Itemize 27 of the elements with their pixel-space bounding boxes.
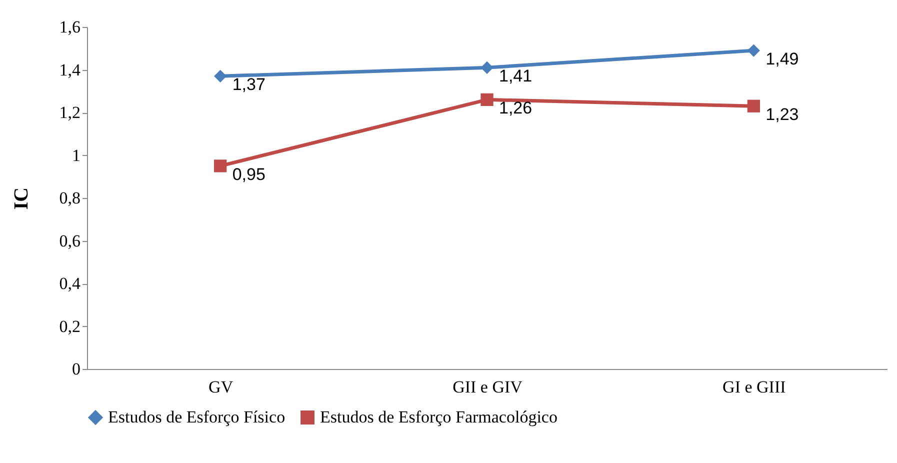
y-tick-label: 1,2 [59, 103, 80, 122]
point [214, 70, 227, 82]
data-label: 0,95 [232, 164, 266, 184]
y-axis-title: IC [10, 187, 32, 210]
y-tick-label: 0,8 [59, 188, 80, 208]
data-label: 1,49 [766, 50, 799, 69]
data-label: 1,37 [232, 75, 266, 94]
point [214, 160, 227, 172]
x-tick-label: GII e GIV [452, 378, 524, 396]
data-label: 1,26 [499, 98, 532, 118]
x-tick-label: GI e GIII [722, 378, 786, 396]
y-tick-label: 0,4 [59, 274, 81, 293]
y-tick-label: 1 [72, 146, 80, 165]
y-tick-label: 0,6 [59, 231, 80, 250]
y-tick-label: 1,6 [59, 18, 80, 36]
x-tick-label: GV [208, 378, 234, 396]
legend-label: Estudos de Esforço Farmacológico [320, 408, 558, 427]
y-tick-label: 0 [72, 360, 80, 378]
legend-label: Estudos de Esforço Físico [108, 408, 286, 427]
point [480, 61, 494, 74]
point [747, 100, 760, 112]
data-label: 1,41 [499, 66, 532, 86]
y-tick-label: 0,2 [59, 316, 80, 336]
data-label: 1,23 [766, 105, 799, 124]
y-tick-label: 1,4 [59, 60, 81, 80]
point [747, 44, 760, 57]
point [480, 93, 494, 106]
